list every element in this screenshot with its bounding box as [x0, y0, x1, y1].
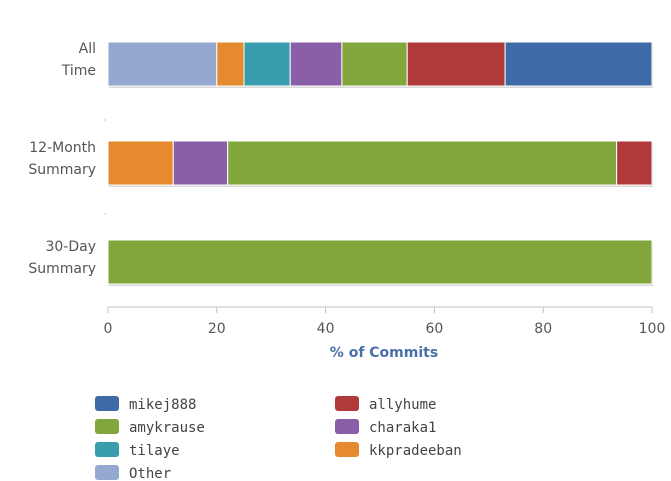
category-label-line: 12-Month	[29, 140, 96, 156]
x-axis-title: % of Commits	[330, 345, 438, 361]
legend-swatch-allyhume	[335, 396, 359, 411]
legend-swatch-mikej888	[95, 396, 119, 411]
bar-segment-allyhume-all-time	[406, 41, 506, 87]
category-labels: All Time 12-Month Summary 30-Day Summary	[28, 41, 106, 277]
legend-label-other: Other	[129, 466, 171, 481]
category-label-line: Summary	[28, 261, 96, 277]
legend-label-amykrause: amykrause	[129, 420, 205, 436]
legend-swatch-kkpradeeban	[335, 442, 359, 457]
x-tick-label: 20	[208, 321, 226, 337]
legend-label-mikej888: mikej888	[129, 397, 196, 413]
category-label-12-month-summary: 12-Month Summary	[28, 140, 96, 178]
bar-segment-amykrause-12-month-summary	[227, 140, 618, 186]
category-label-all-time: All Time	[61, 41, 96, 79]
legend-swatch-charaka1	[335, 419, 359, 434]
legend-label-charaka1: charaka1	[369, 420, 436, 436]
x-tick-label: 60	[425, 321, 443, 337]
category-label-line: 30-Day	[45, 239, 96, 255]
legend-label-allyhume: allyhume	[369, 397, 436, 413]
x-tick-label: 0	[104, 321, 113, 337]
category-label-line: Time	[61, 63, 96, 79]
x-tick-label: 80	[534, 321, 552, 337]
bar-segment-allyhume-12-month-summary	[616, 140, 653, 186]
category-label-line: Summary	[28, 162, 96, 178]
bars	[107, 41, 653, 286]
category-label-line: All	[79, 41, 96, 57]
bar-segment-kkpradeeban-all-time	[216, 41, 245, 87]
x-axis: 0 20 40 60 80 100	[104, 306, 666, 337]
bar-segment-amykrause-all-time	[341, 41, 408, 87]
legend-swatch-other	[95, 465, 119, 480]
legend-label-kkpradeeban: kkpradeeban	[369, 443, 462, 459]
bar-segment-charaka1-all-time	[289, 41, 343, 87]
category-label-30-day-summary: 30-Day Summary	[28, 239, 96, 277]
bar-segment-kkpradeeban-12-month-summary	[107, 140, 174, 186]
legend-swatch-tilaye	[95, 442, 119, 457]
x-tick-label: 40	[317, 321, 335, 337]
legend-label-tilaye: tilaye	[129, 443, 180, 459]
legend-swatch-amykrause	[95, 419, 119, 434]
bar-segment-tilaye-all-time	[243, 41, 291, 87]
legend: mikej888 allyhume amykrause charaka1 tilaye k…	[95, 396, 462, 481]
bar-segment-other-all-time	[107, 41, 218, 87]
bar-segment-mikej888-all-time	[504, 41, 653, 87]
bar-segment-charaka1-12-month-summary	[172, 140, 229, 186]
bar-segment-amykrause-30-day-summary	[107, 239, 653, 285]
x-tick-label: 100	[639, 321, 666, 337]
